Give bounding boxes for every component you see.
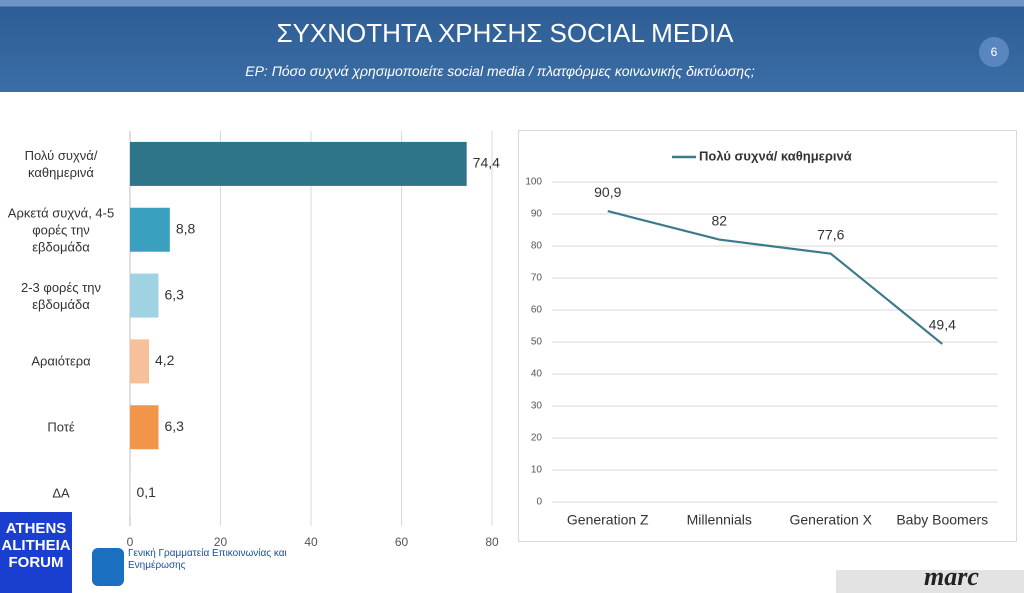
- bar: [130, 207, 170, 252]
- value-label: 49,4: [929, 317, 956, 333]
- value-label: 77,6: [817, 226, 844, 242]
- value-label: 90,9: [594, 184, 621, 200]
- header: [0, 0, 1024, 92]
- value-label: 6,3: [165, 286, 185, 302]
- value-label: 82: [711, 212, 727, 228]
- y-tick-label: 80: [531, 241, 543, 252]
- value-label: 74,4: [473, 155, 500, 171]
- bar: [130, 273, 159, 318]
- page-number: 6: [979, 37, 1009, 67]
- value-label: 0,1: [136, 484, 156, 500]
- bar: [130, 141, 467, 186]
- x-tick-label: Generation X: [790, 512, 873, 528]
- x-tick-label: 0: [127, 535, 134, 549]
- x-tick-label: 20: [214, 535, 228, 549]
- y-tick-label: 60: [531, 305, 543, 316]
- y-tick-label: 70: [531, 273, 543, 284]
- x-tick-label: Baby Boomers: [896, 512, 988, 528]
- y-tick-label: 30: [531, 401, 543, 412]
- x-tick-label: 60: [395, 535, 409, 549]
- bar: [130, 405, 159, 450]
- title: ΣΥΧΝΟΤΗΤΑ ΧΡΗΣΗΣ SOCIAL MEDIA: [276, 18, 734, 48]
- category-label: ΔΑ: [52, 485, 70, 501]
- y-tick-label: 90: [531, 209, 543, 220]
- bar: [130, 339, 150, 384]
- subtitle: ΕΡ: Πόσο συχνά χρησιμοποιείτε social med…: [245, 63, 755, 79]
- series-line: [607, 210, 943, 345]
- value-label: 8,8: [176, 220, 196, 236]
- chart-frame: [518, 130, 1017, 542]
- footer-band: [836, 570, 1024, 593]
- y-tick-label: 10: [531, 465, 543, 476]
- y-tick-label: 100: [525, 177, 542, 188]
- y-tick-label: 0: [536, 497, 542, 508]
- category-label: Αρκετά συχνά, 4-5 φορές την εβδομάδα: [7, 205, 115, 255]
- x-tick-label: 40: [304, 535, 318, 549]
- x-tick-label: Generation Z: [567, 512, 649, 528]
- forum-logo: ATHENS ALITHEIA FORUM: [0, 512, 72, 593]
- y-tick-label: 50: [531, 337, 543, 348]
- category-label: 2-3 φορές την εβδομάδα: [21, 279, 101, 312]
- category-label: Ποτέ: [47, 419, 75, 435]
- category-label: Αραιότερα: [31, 353, 91, 369]
- x-tick-label: 80: [485, 535, 499, 549]
- category-label: Πολύ συχνά/ καθημερινά: [24, 147, 98, 180]
- legend-label: Πολύ συχνά/ καθημερινά: [699, 148, 852, 163]
- value-label: 6,3: [165, 418, 185, 434]
- secretariat-text: Γενική Γραμματεία Επικοινωνίας και Ενημέ…: [128, 548, 287, 571]
- value-label: 4,2: [155, 352, 175, 368]
- y-tick-label: 40: [531, 369, 543, 380]
- y-tick-label: 20: [531, 433, 543, 444]
- brand: marc: [924, 562, 979, 591]
- x-tick-label: Millennials: [687, 512, 752, 528]
- secretariat-icon: [92, 548, 124, 586]
